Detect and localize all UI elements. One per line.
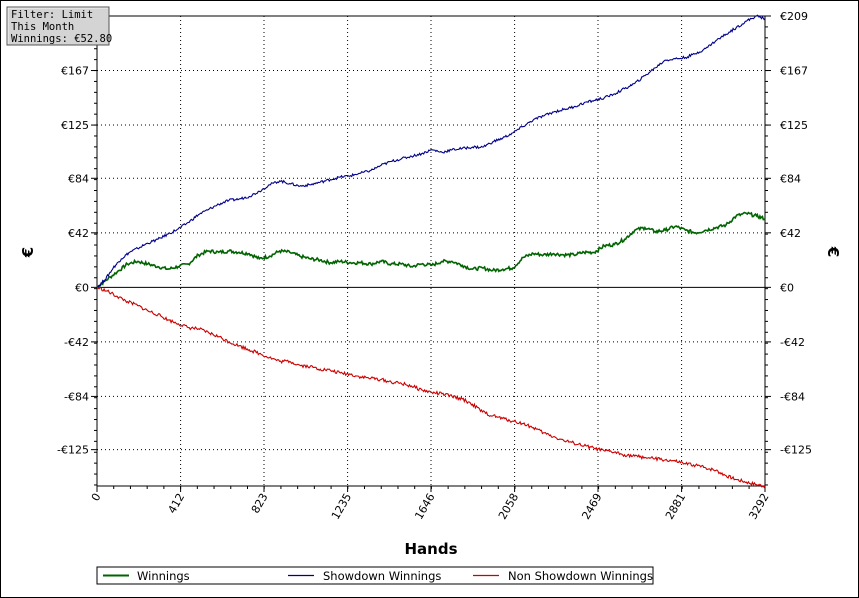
y-tick-label-left: €84: [68, 172, 89, 185]
series-line-non-showdown-winnings: [96, 286, 766, 489]
legend-label-winnings: Winnings: [137, 569, 190, 583]
y-tick-label-left: -€42: [64, 336, 89, 349]
x-axis-labels: 0 412 823 1235 1646 2058 2469 2881 3292: [89, 491, 772, 522]
y-tick-label-right: €125: [780, 119, 808, 132]
y-tick-label-right: €42: [780, 227, 801, 240]
y-tick-label-left: -€84: [64, 390, 89, 403]
x-axis-title: Hands: [404, 540, 457, 558]
series-line-winnings: [96, 211, 766, 289]
x-tick-label: 2058: [496, 491, 521, 522]
y-tick-label-left: €42: [68, 227, 89, 240]
y-axis-title-right: €: [824, 246, 842, 257]
x-tick-label: 1235: [329, 491, 354, 522]
y-tick-label-right: €0: [780, 281, 794, 294]
y-tick-label-right: €209: [780, 10, 808, 23]
legend: Winnings Showdown Winnings Non Showdown …: [96, 566, 654, 585]
legend-label-showdown: Showdown Winnings: [323, 569, 441, 583]
x-tick-label: 2881: [663, 491, 688, 522]
y-tick-label-right: -€42: [780, 336, 805, 349]
y-tick-label-right: €84: [780, 172, 801, 185]
y-tick-label-left: €125: [61, 119, 89, 132]
plot-area: [96, 15, 766, 487]
legend-label-non-showdown: Non Showdown Winnings: [508, 569, 653, 583]
filter-info-box: Filter: Limit This Month Winnings: €52.8…: [6, 6, 112, 46]
x-tick-label: 3292: [746, 491, 771, 522]
y-tick-label-right: -€125: [780, 444, 812, 457]
y-tick-label-left: €0: [75, 281, 89, 294]
minor-ticks: [94, 15, 768, 489]
y-tick-label-right: -€84: [780, 390, 805, 403]
y-tick-label-left: €167: [61, 65, 89, 78]
x-tick-label: 0: [89, 491, 104, 504]
winnings-total-label: Winnings: €52.80: [11, 33, 112, 45]
x-tick-label: 823: [249, 491, 271, 516]
period-label: This Month: [11, 21, 74, 33]
y-tick-label-left: -€125: [57, 444, 89, 457]
x-tick-label: 2469: [579, 491, 604, 522]
series-lines: [96, 14, 766, 489]
x-tick-label: 1646: [412, 491, 437, 522]
y-tick-label-right: €167: [780, 65, 808, 78]
filter-label: Filter: Limit: [11, 9, 93, 21]
y-axis-title-left: €: [19, 247, 37, 258]
y-axis-right-labels: €209 €167 €125 €84 €42 €0 -€42 -€84 -€125: [780, 10, 812, 457]
series-line-showdown-winnings: [96, 14, 766, 289]
x-tick-label: 412: [165, 491, 187, 516]
y-axis-left-labels: €209€167€125€84€42€0-€42-€84-€125: [57, 10, 89, 457]
